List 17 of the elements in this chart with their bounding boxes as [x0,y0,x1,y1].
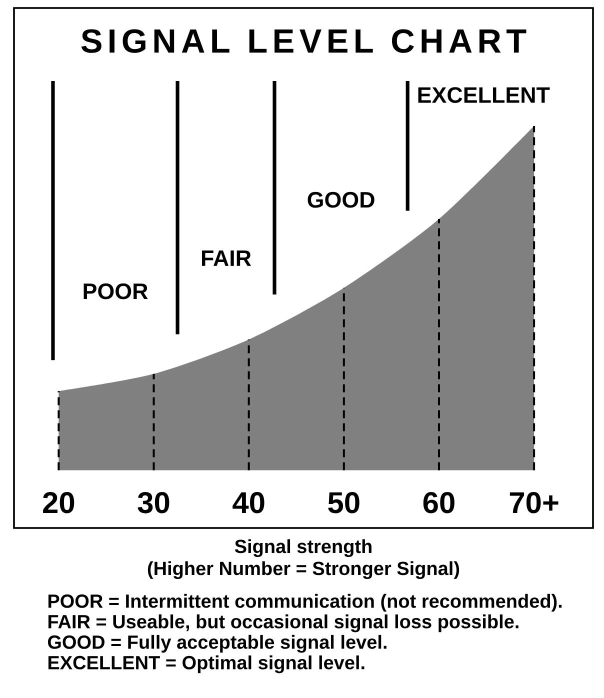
x-tick-label: 20 [43,492,74,514]
text: POOR = Intermittent communication (not recommended). [48,594,562,612]
text: (Higher Number = Stronger Signal) [148,561,460,580]
x-tick-label: 40 [232,492,264,514]
x-axis-title: Signal strength [234,539,372,558]
ref-line-label: POOR [84,283,148,300]
text: FAIR = Useable, but occasional signal loss possible. [48,614,518,632]
x-tick-label: 70+ [510,492,558,514]
x-tick-label: 30 [138,492,170,514]
ref-line-label: EXCELLENT [418,87,550,103]
ref-line-label: FAIR [202,250,252,266]
chart-title: SIGNAL LEVEL CHART [81,29,526,53]
text: GOOD = Fully acceptable signal level. [48,634,386,653]
x-tick-label: 50 [328,492,360,514]
text: EXCELLENT = Optimal signal level. [48,655,364,674]
x-tick-label: 60 [423,492,454,514]
ref-line-label: GOOD [308,192,374,208]
